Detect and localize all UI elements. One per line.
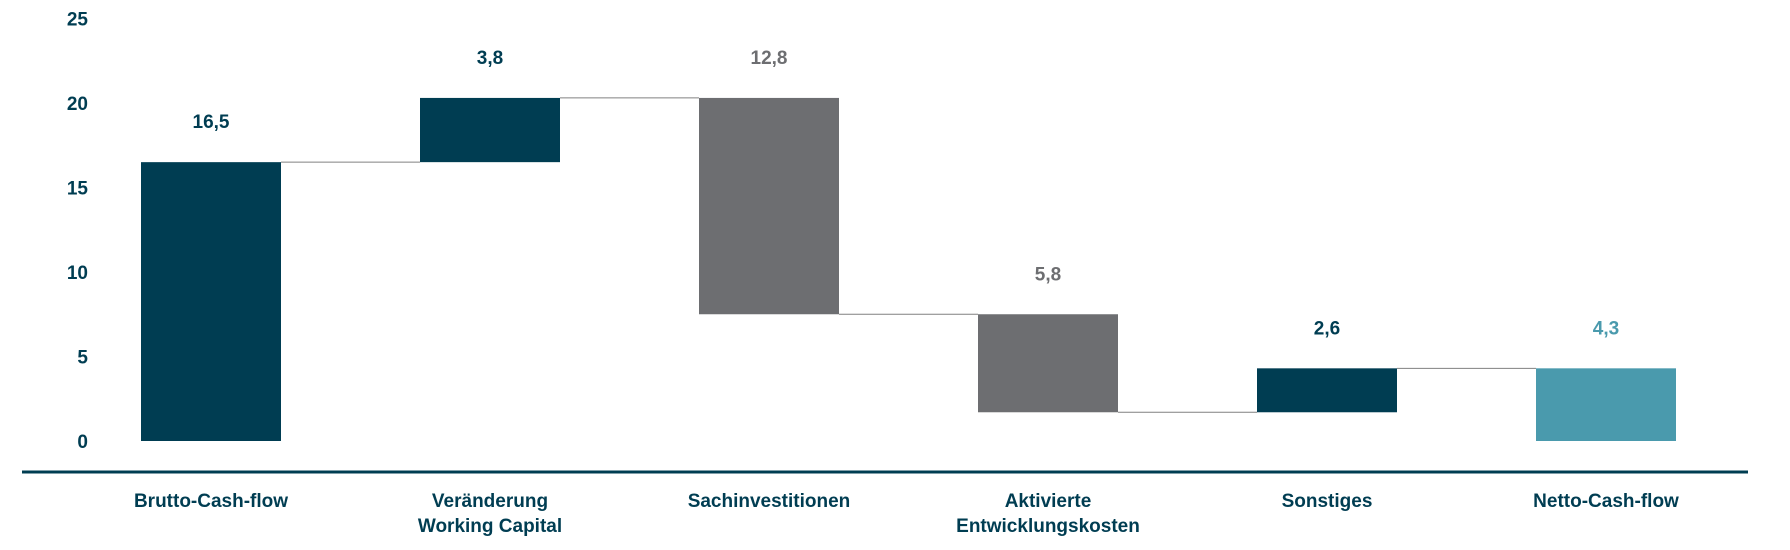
value-label: 3,8	[477, 48, 503, 69]
y-tick-label: 10	[67, 263, 88, 284]
connector-lines	[281, 97, 1536, 413]
value-label: 2,6	[1314, 318, 1340, 339]
y-tick-label: 0	[77, 432, 88, 453]
category-label: Working Capital	[418, 516, 562, 537]
y-tick-label: 20	[67, 94, 88, 115]
category-label: Sonstiges	[1282, 491, 1373, 512]
category-label: Veränderung	[432, 491, 548, 512]
category-label: Entwicklungskosten	[956, 516, 1140, 537]
bars	[141, 97, 1676, 441]
waterfall-bar	[1257, 368, 1397, 413]
value-label: 4,3	[1593, 318, 1619, 339]
category-labels: Brutto-Cash-flow Veränderung Working Capit…	[134, 491, 1679, 537]
y-tick-label: 25	[67, 10, 89, 31]
category-label: Brutto-Cash-flow	[134, 491, 288, 512]
value-label: 16,5	[193, 112, 230, 133]
category-label: Netto-Cash-flow	[1533, 491, 1679, 512]
waterfall-bar	[978, 314, 1118, 413]
waterfall-bar	[141, 162, 281, 441]
y-axis-ticks: 0 5 10 15 20 25	[67, 10, 89, 454]
category-label: Aktivierte	[1005, 491, 1092, 512]
y-tick-label: 15	[67, 179, 89, 200]
value-labels: 16,5 3,8 12,8 5,8 2,6 4,3	[193, 48, 1620, 339]
y-tick-label: 5	[77, 348, 88, 369]
value-label: 12,8	[751, 48, 788, 69]
value-label: 5,8	[1035, 264, 1061, 285]
waterfall-bar	[699, 97, 839, 315]
category-label: Sachinvestitionen	[688, 491, 851, 512]
waterfall-bar	[420, 97, 560, 163]
waterfall-bar	[1536, 368, 1676, 441]
